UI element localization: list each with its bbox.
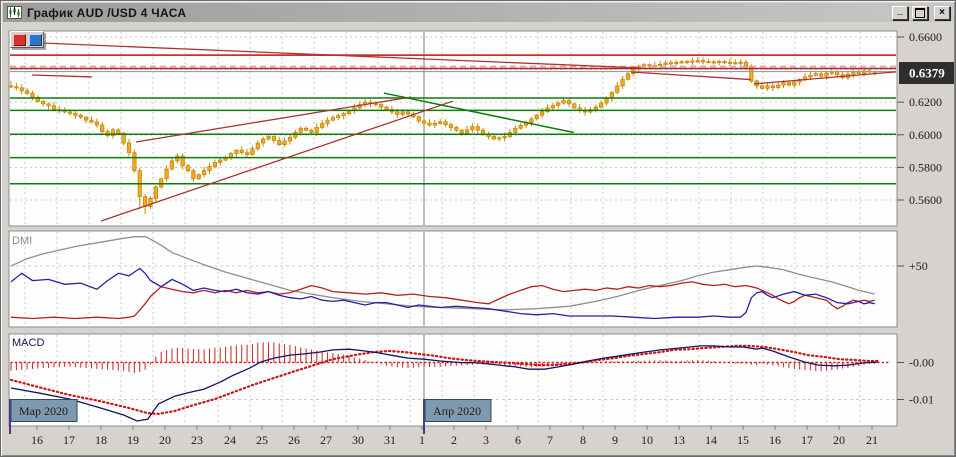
minus-di-line <box>10 281 875 320</box>
x-axis-label: 17 <box>63 433 75 447</box>
macd-indicator: MACD <box>9 337 892 422</box>
month-label: Апр 2020 <box>433 404 481 418</box>
dmi-panel <box>8 230 898 328</box>
red-marker-button[interactable] <box>12 33 26 46</box>
month-box: Мар 2020 <box>9 399 78 434</box>
dmi-indicator: DMI <box>10 235 875 320</box>
signal-line <box>9 344 879 416</box>
x-axis-label: 24 <box>224 433 236 447</box>
trend-lines <box>31 42 897 222</box>
close-icon: × <box>939 6 945 18</box>
price-axis-label: 0.6600 <box>909 30 942 44</box>
x-axis-label: 13 <box>673 433 685 447</box>
x-axis-label: 16 <box>31 433 43 447</box>
x-axis-label: 7 <box>547 433 553 447</box>
short-red-segment <box>31 74 93 78</box>
descending-resistance-major <box>42 42 641 69</box>
x-axis-label: 27 <box>320 433 332 447</box>
wedge-upper <box>135 96 412 143</box>
window-title: График AUD /USD 4 ЧАСА <box>27 5 187 20</box>
blue-marker-button[interactable] <box>28 33 42 46</box>
dmi-axis-label: +50 <box>909 259 928 273</box>
x-axis-label: 25 <box>256 433 268 447</box>
x-axis-label: 1 <box>419 433 425 447</box>
macd-label: MACD <box>12 337 44 349</box>
price-levels <box>10 54 896 185</box>
maximize-button[interactable] <box>912 5 928 20</box>
minimize-icon: _ <box>897 4 903 16</box>
plus-di-line <box>10 267 875 320</box>
month-label: Мар 2020 <box>19 404 68 418</box>
x-axis-label: 30 <box>352 433 364 447</box>
descending-resistance-minor <box>631 71 751 81</box>
x-axis-label: 23 <box>191 433 203 447</box>
price-axis-label: 0.5800 <box>909 160 942 174</box>
price-axis: 0.6600 0.6200 0.6000 0.5800 0.5600 <box>897 30 942 207</box>
current-price-box: 0.6379 <box>899 62 954 85</box>
x-axis-label: 9 <box>612 433 618 447</box>
panels <box>8 30 898 427</box>
month-box: Апр 2020 <box>423 399 492 434</box>
x-axis-label: 14 <box>705 433 717 447</box>
macd-axis-label: -0.00 <box>909 356 934 370</box>
close-button[interactable]: × <box>934 5 950 20</box>
x-axis-label: 17 <box>801 433 813 447</box>
maximize-icon <box>915 7 925 18</box>
price-axis-label: 0.6200 <box>909 95 942 109</box>
price-axis-label: 0.6000 <box>909 128 942 142</box>
x-axis: 16 17 18 19 20 23 24 25 26 27 30 31 1 2 3 6 7 8 9 10 13 14 15 1… <box>31 426 878 447</box>
x-axis-label: 31 <box>384 433 396 447</box>
dmi-label: DMI <box>12 235 32 247</box>
chart-icon <box>6 5 23 20</box>
x-axis-label: 2 <box>451 433 457 447</box>
macd-line <box>10 345 878 422</box>
ascending-support-final <box>753 71 897 85</box>
wedge-lower <box>100 100 454 222</box>
title-bar: График AUD /USD 4 ЧАСА _ × <box>3 3 953 22</box>
x-axis-label: 19 <box>127 433 139 447</box>
x-axis-label: 26 <box>288 433 300 447</box>
indicator-axis: +50 -0.00 -0.01 <box>897 259 934 407</box>
current-price-label: 0.6379 <box>909 66 945 81</box>
x-axis-label: 3 <box>483 433 489 447</box>
green-descending-trend <box>383 92 574 134</box>
price-axis-label: 0.5600 <box>909 193 942 207</box>
x-axis-label: 18 <box>95 433 107 447</box>
x-axis-label: 6 <box>515 433 521 447</box>
x-axis-label: 20 <box>159 433 171 447</box>
macd-axis-label: -0.01 <box>909 393 934 407</box>
x-axis-label: 10 <box>641 433 653 447</box>
x-axis-label: 8 <box>580 433 586 447</box>
x-axis-label: 16 <box>769 433 781 447</box>
mini-toolbar <box>10 31 44 48</box>
x-axis-label: 21 <box>866 433 878 447</box>
x-axis-label: 20 <box>833 433 845 447</box>
minimize-button[interactable]: _ <box>892 4 908 20</box>
x-axis-label: 15 <box>737 433 749 447</box>
